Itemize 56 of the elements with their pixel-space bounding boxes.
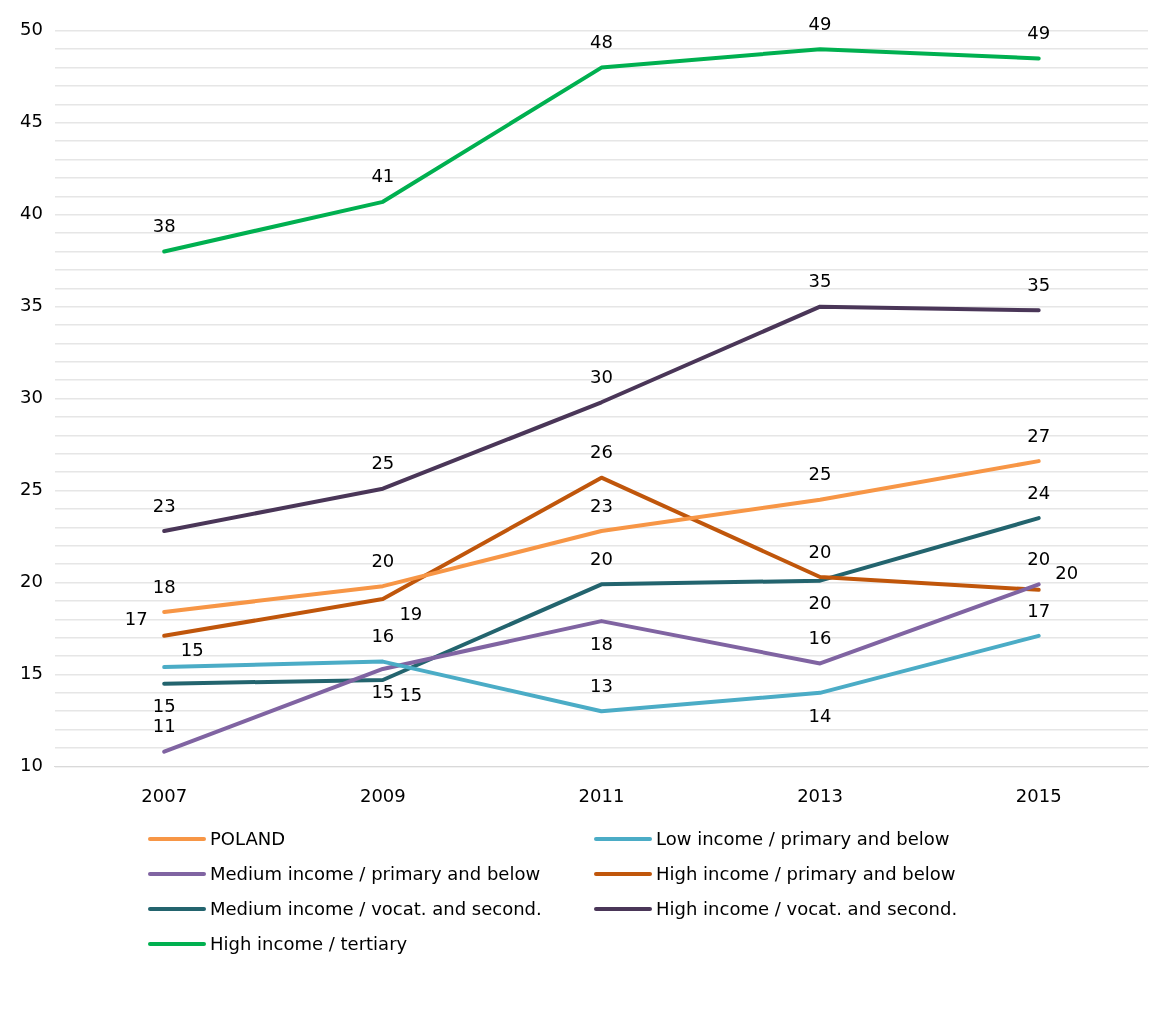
legend-label: High income / tertiary: [210, 933, 408, 954]
data-label: 48: [590, 31, 613, 53]
data-label: 17: [124, 607, 148, 629]
data-label: 23: [590, 494, 613, 516]
x-tick-label: 2013: [797, 784, 843, 806]
legend-label: High income / vocat. and second.: [656, 898, 958, 919]
x-tick-label: 2009: [359, 784, 406, 806]
data-label: 35: [808, 270, 832, 292]
y-tick-label: 35: [20, 294, 43, 316]
y-tick-label: 10: [20, 754, 43, 776]
legend-label: POLAND: [210, 828, 286, 849]
data-label: 19: [399, 602, 423, 624]
data-label: 20: [1027, 548, 1051, 570]
data-label: 20: [371, 549, 395, 571]
legend-label: High income / primary and below: [656, 863, 956, 884]
data-label: 49: [808, 12, 832, 34]
data-label: 17: [1027, 599, 1051, 621]
data-label: 20: [808, 540, 832, 562]
data-label: 18: [152, 575, 176, 597]
data-label: 30: [590, 365, 613, 387]
legend-label: Medium income / primary and below: [210, 863, 541, 884]
data-label: 38: [152, 215, 176, 237]
legend-label: Low income / primary and below: [656, 828, 950, 849]
y-tick-label: 45: [20, 110, 43, 132]
x-tick-label: 2015: [1015, 784, 1062, 806]
data-label: 20: [808, 592, 832, 614]
data-label: 16: [808, 627, 832, 649]
data-label: 24: [1027, 481, 1051, 503]
data-label: 25: [808, 463, 832, 485]
data-label: 35: [1027, 274, 1051, 295]
data-label: 11: [152, 715, 176, 737]
data-label: 15: [371, 680, 395, 702]
data-label: 49: [1027, 22, 1051, 44]
y-tick-label: 50: [20, 18, 43, 40]
data-label: 18: [590, 632, 613, 654]
data-label: 20: [1055, 561, 1079, 583]
data-label: 15: [180, 638, 204, 660]
y-tick-label: 25: [20, 478, 43, 500]
legend-label: Medium income / vocat. and second.: [210, 898, 542, 919]
y-tick-label: 30: [20, 386, 43, 408]
data-label: 14: [808, 704, 832, 726]
data-label: 41: [371, 165, 395, 187]
x-tick-label: 2011: [578, 784, 625, 806]
y-tick-label: 15: [20, 662, 43, 684]
x-tick-label: 2007: [141, 784, 188, 806]
data-label: 16: [371, 625, 395, 647]
y-tick-label: 20: [20, 570, 43, 592]
data-label: 26: [590, 441, 613, 463]
y-tick-label: 40: [20, 202, 43, 224]
data-label: 15: [152, 695, 176, 717]
data-label: 25: [371, 452, 395, 474]
data-label: 23: [152, 494, 176, 516]
data-label: 20: [590, 548, 613, 570]
data-label: 27: [1027, 424, 1051, 446]
data-label: 13: [590, 674, 613, 696]
data-label: 15: [399, 683, 423, 705]
